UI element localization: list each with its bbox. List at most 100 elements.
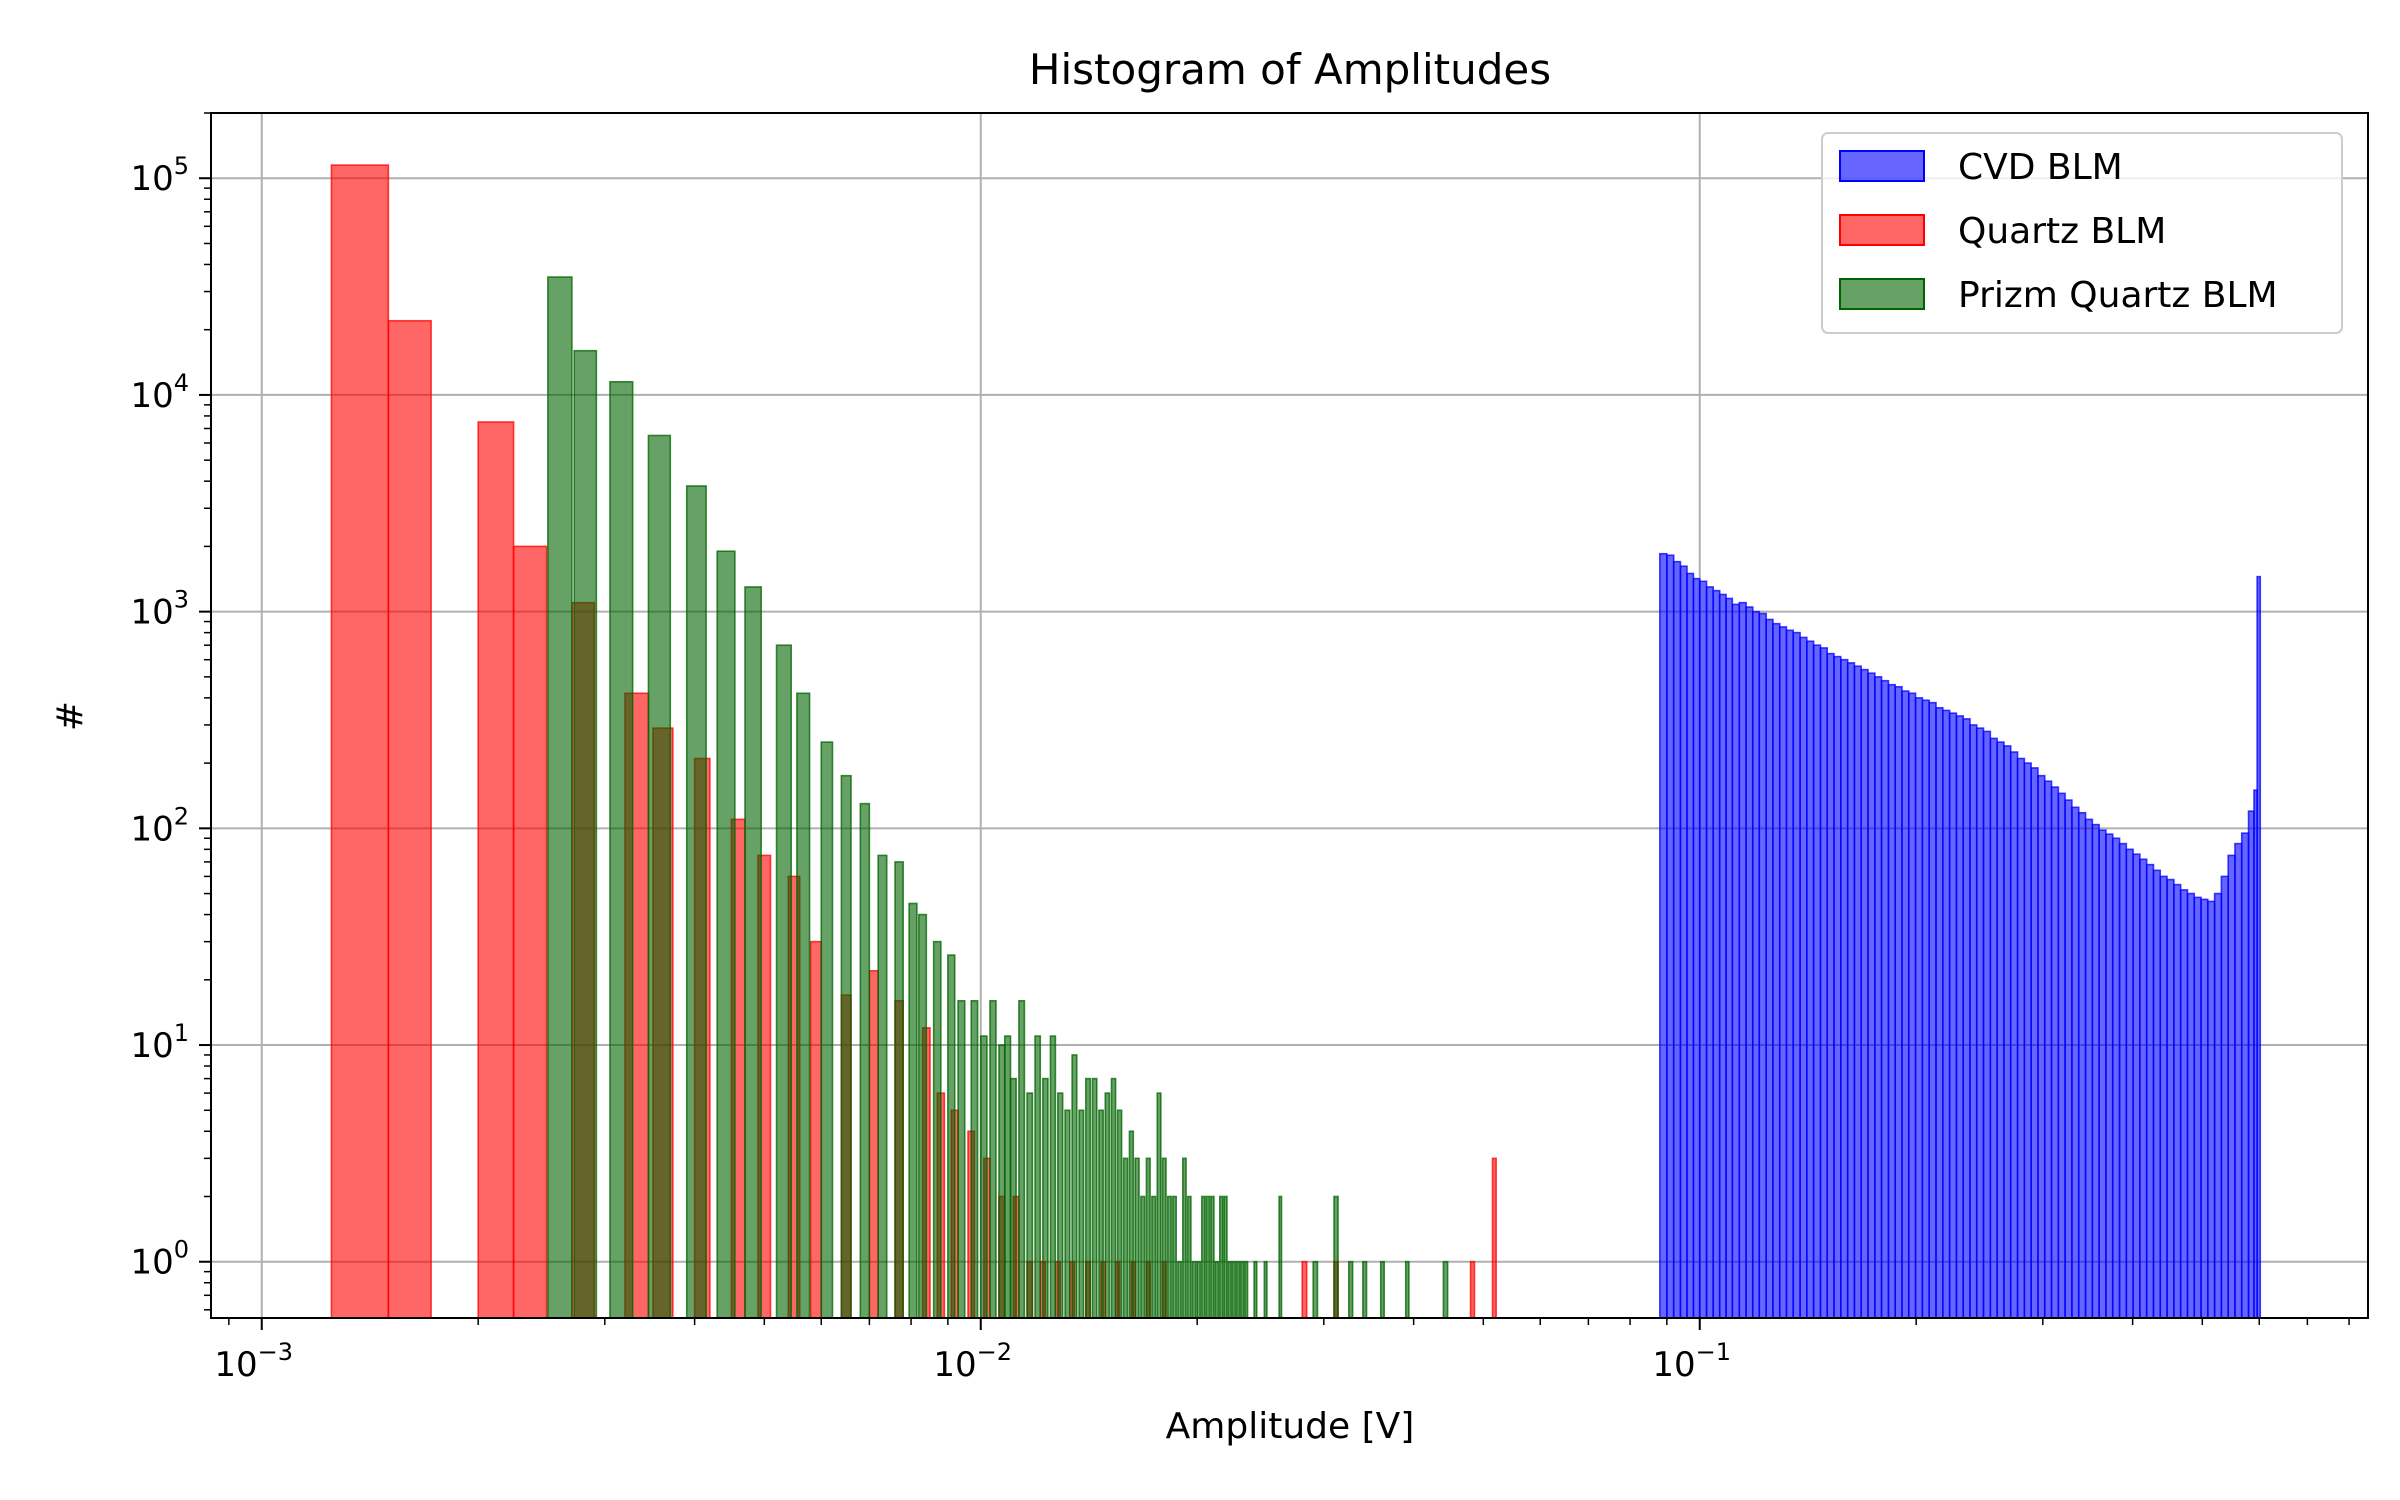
histogram-bar <box>573 349 598 1318</box>
histogram-bar <box>477 421 515 1318</box>
histogram-bar <box>1172 1195 1178 1318</box>
histogram-bar <box>2098 829 2107 1318</box>
histogram-bar <box>917 913 928 1318</box>
histogram-bar <box>1955 715 1965 1318</box>
histogram-bar <box>1009 1077 1017 1318</box>
histogram-bar <box>2132 853 2141 1318</box>
histogram-bar <box>1085 1077 1092 1318</box>
histogram-bar <box>840 774 852 1318</box>
histogram-bar <box>1018 1000 1026 1318</box>
histogram-bar <box>1469 1260 1476 1318</box>
legend-label: Quartz BLM <box>1958 211 2166 252</box>
histogram-bar <box>957 1000 966 1318</box>
histogram-bar <box>820 741 834 1318</box>
x-tick-label: 10−3 <box>214 1338 293 1385</box>
histogram-bar <box>1921 699 1930 1318</box>
histogram-bar <box>1214 1260 1220 1318</box>
histogram-bar <box>1887 683 1897 1318</box>
histogram-bar <box>1758 612 1767 1318</box>
histogram-bar <box>1846 662 1856 1318</box>
histogram-bar <box>1901 690 1910 1318</box>
histogram-bar <box>1778 626 1788 1318</box>
histogram-bar <box>2173 883 2182 1318</box>
histogram-bar <box>387 319 432 1318</box>
histogram-bar <box>2071 806 2080 1318</box>
histogram-bar <box>2077 811 2087 1318</box>
histogram-bar <box>1442 1260 1449 1318</box>
histogram-bar <box>1078 1109 1085 1318</box>
legend-label: CVD BLM <box>1958 147 2123 188</box>
legend-label: Prizm Quartz BLM <box>1958 275 2278 316</box>
histogram-bar <box>744 586 762 1318</box>
histogram-bar <box>1145 1157 1151 1318</box>
histogram-bar <box>1235 1260 1241 1318</box>
histogram-bar <box>1712 589 1721 1318</box>
histogram-bar <box>1718 593 1727 1318</box>
legend: CVD BLM Quartz BLM Prizm Quartz BLM <box>1821 132 2343 334</box>
histogram-bar <box>1982 730 1992 1318</box>
histogram-bar <box>1134 1157 1140 1318</box>
histogram-bar <box>2064 799 2073 1318</box>
histogram-bar <box>1042 1077 1049 1318</box>
series-cvd-blm <box>1659 552 2262 1318</box>
histogram-bar <box>1104 1092 1111 1318</box>
histogram-bar <box>2159 875 2168 1318</box>
histogram-bar <box>1819 647 1828 1318</box>
histogram-bar <box>1666 554 1675 1318</box>
histogram-bar <box>868 970 879 1318</box>
histogram-bar <box>1806 640 1815 1318</box>
histogram-bar <box>1867 672 1876 1318</box>
histogram-bar <box>1659 552 1668 1318</box>
histogram-bar <box>512 545 548 1318</box>
histogram-bar <box>1928 701 1937 1318</box>
histogram-bar <box>1064 1109 1071 1318</box>
histogram-bar <box>1833 655 1842 1318</box>
histogram-bar <box>2200 898 2209 1318</box>
legend-frame <box>1821 132 2343 334</box>
histogram-bar <box>796 692 811 1318</box>
histogram-bar <box>2037 774 2046 1318</box>
histogram-bar <box>1034 1035 1042 1318</box>
histogram-bar <box>932 940 942 1318</box>
histogram-bar <box>859 802 871 1318</box>
histogram-bar <box>1186 1195 1192 1318</box>
histogram-bar <box>2016 757 2026 1318</box>
histogram-bar <box>1792 631 1801 1318</box>
histogram-bar <box>2152 869 2162 1318</box>
histogram-bar <box>908 902 918 1318</box>
histogram-bar <box>2050 786 2060 1318</box>
histogram-bar <box>1379 1260 1385 1318</box>
histogram-bar <box>1057 1092 1064 1318</box>
histogram-bar <box>1996 741 2005 1318</box>
histogram-bar <box>1672 560 1682 1318</box>
histogram-bar <box>716 550 736 1318</box>
histogram-bar <box>1263 1260 1268 1318</box>
histogram-bar <box>547 276 573 1318</box>
histogram-bar <box>2084 818 2094 1318</box>
histogram-bar <box>1347 1260 1354 1318</box>
histogram-bar <box>2118 842 2128 1318</box>
histogram-bar <box>1698 580 1708 1318</box>
histogram-bar <box>1894 685 1903 1318</box>
histogram-bar <box>2186 892 2196 1318</box>
histogram-bar <box>1942 709 1951 1318</box>
histogram-bar <box>1914 697 1924 1318</box>
histogram-bar <box>1799 636 1808 1318</box>
histogram-bar <box>1853 665 1862 1318</box>
histogram-bar <box>330 164 390 1318</box>
histogram-bar <box>1091 1077 1098 1318</box>
legend-swatch <box>1839 214 1925 246</box>
histogram-bar <box>1935 706 1944 1318</box>
histogram-bar <box>1116 1109 1123 1318</box>
y-tick-label: 100 <box>130 1236 189 1283</box>
histogram-bar <box>1948 712 1958 1318</box>
series-prizm-quartz-blm <box>547 276 1449 1318</box>
histogram-bar <box>2227 854 2236 1318</box>
histogram-bar <box>1785 629 1795 1318</box>
histogram-bar <box>1826 652 1835 1318</box>
histogram-bar <box>1210 1195 1215 1318</box>
histogram-bar <box>1731 603 1741 1318</box>
plot-frame <box>210 112 2369 1319</box>
histogram-bar <box>2139 858 2148 1318</box>
histogram-bar <box>1312 1260 1319 1318</box>
